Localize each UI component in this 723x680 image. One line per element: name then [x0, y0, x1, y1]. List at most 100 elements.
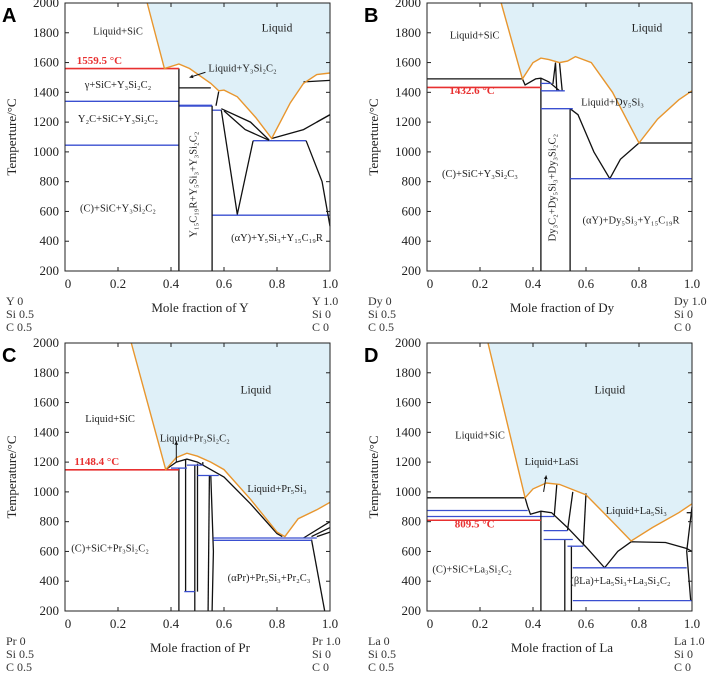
y-tick-label: 200: [402, 263, 422, 278]
composition-right: Si 0: [674, 307, 693, 321]
eutectic-label: 809.5 °C: [455, 519, 495, 531]
arrowhead-icon: [174, 441, 179, 445]
y-tick-label: 800: [40, 514, 60, 529]
x-tick-label: 0.4: [163, 616, 180, 631]
liquid-region: [488, 343, 692, 541]
x-tick-label: 0.6: [578, 276, 595, 291]
x-tick-label: 1.0: [322, 276, 338, 291]
region-label: (αY)+Y₅Si₃+Y₁₅C₁₉R: [231, 233, 323, 244]
region-label: γ+SiC+Y₃Si₂C₂: [84, 80, 152, 91]
phase-boundary: [552, 62, 558, 91]
region-label: (βLa)+La₅Si₃+La₃Si₂C₂: [570, 576, 671, 587]
panel-letter: D: [364, 345, 378, 367]
phase-diagram-c: 1148.4 °C 0 0.2 0.4 0.6 0.8 1.0 200 400 600 800 100…: [2, 335, 341, 674]
region-label: Y₂C+SiC+Y₃Si₂C₂: [78, 114, 159, 125]
composition-right: Si 0: [674, 647, 693, 661]
y-tick-label: 1400: [33, 84, 59, 99]
region-label-liquid: Liquid: [632, 22, 663, 34]
region-label: Dy₃C₂+Dy₅Si₃+Dy₃Si₂C₂: [548, 134, 559, 242]
region-label: Liquid+SiC: [455, 430, 505, 441]
phase-boundary: [165, 458, 283, 538]
phase-boundary: [316, 531, 331, 538]
phase-boundary: [311, 527, 331, 538]
region-label: Y₁₅C₁₉R+Y₅Si₃+Y₃Si₂C₂: [189, 131, 200, 237]
region-label-liquid: Liquid: [240, 385, 271, 397]
composition-right: La 1.0: [674, 634, 705, 648]
composition-right: Si 0: [312, 307, 331, 321]
region-label: (αPr)+Pr₅Si₃+Pr₂C₃: [228, 573, 311, 584]
y-axis-label: Temperature/°C: [366, 436, 381, 519]
region-label: (C)+SiC+Pr₃Si₂C₂: [71, 543, 149, 554]
region-label: (αY)+Dy₅Si₃+Y₁₅C₁₉R: [583, 215, 680, 226]
y-axis-label: Temperture/°C: [4, 98, 19, 175]
y-tick-label: 1800: [33, 25, 59, 40]
composition-right: C 0: [312, 660, 329, 674]
composition-right: Pr 1.0: [312, 634, 341, 648]
phase-boundary: [316, 114, 331, 123]
phase-boundary: [553, 484, 558, 517]
liquid-region: [131, 343, 330, 537]
y-tick-label: 1200: [33, 454, 59, 469]
phase-diagram-a: 1559.5 °C 0 0.2 0.4 0.6 0.8 1.0 200 400 600 800 100…: [2, 0, 338, 334]
region-label: (C)+SiC+Y₃Si₂C₂: [80, 203, 156, 214]
phase-boundary: [223, 110, 270, 141]
y-tick-label: 1800: [395, 25, 421, 40]
region-label: Liquid+LaSi: [525, 457, 579, 468]
x-tick-label: 0: [427, 616, 434, 631]
arrowhead-icon: [543, 475, 548, 480]
x-tick-label: 0.4: [525, 276, 542, 291]
panel-letter: C: [2, 345, 16, 367]
x-tick-label: 0.4: [163, 276, 180, 291]
plot-frame: [426, 2, 693, 272]
x-axis-label: Mole fraction of Pr: [150, 640, 251, 655]
y-tick-label: 1400: [395, 424, 421, 439]
composition-left: Si 0.5: [6, 307, 34, 321]
composition-right: Y 1.0: [312, 294, 338, 308]
y-tick-label: 2000: [33, 0, 59, 10]
eutectic-label: 1148.4 °C: [74, 456, 119, 468]
phase-boundary: [569, 108, 640, 181]
region-label-liquid: Liquid: [595, 385, 626, 397]
region-label: Liquid+Y₃Si₂C₂: [208, 63, 277, 74]
phase-boundary: [207, 475, 211, 612]
phase-boundary: [220, 110, 254, 215]
x-tick-label: 0.2: [472, 616, 488, 631]
y-tick-label: 1600: [33, 395, 59, 410]
panel-b-dy-si-c: 1432.6 °C 0 0.2 0.4 0.6 0.8 1.0 200 400 600 800 100…: [362, 0, 723, 340]
y-tick-label: 2000: [33, 335, 59, 350]
y-tick-label: 200: [402, 603, 422, 618]
phase-diagram-b: 1432.6 °C 0 0.2 0.4 0.6 0.8 1.0 200 400 600 800 100…: [364, 0, 707, 334]
plot-frame: [64, 342, 331, 612]
x-tick-label: 0.6: [578, 616, 595, 631]
x-tick-label: 0.8: [631, 276, 647, 291]
phase-boundary: [221, 108, 270, 141]
x-axis-label: Mole fraction of La: [511, 640, 613, 655]
y-axis-label: Temperature/°C: [4, 436, 19, 519]
y-tick-label: 1600: [395, 55, 421, 70]
y-tick-label: 1400: [33, 424, 59, 439]
y-tick-label: 1400: [395, 84, 421, 99]
composition-right: C 0: [674, 320, 691, 334]
composition-right: C 0: [312, 320, 329, 334]
phase-boundary: [303, 521, 331, 539]
region-label-liquid: Liquid: [262, 22, 293, 34]
y-tick-label: 1600: [33, 55, 59, 70]
x-tick-label: 0: [65, 276, 72, 291]
liquidus-curve: [500, 2, 693, 145]
y-tick-label: 2000: [395, 335, 421, 350]
composition-left: Y 0: [6, 294, 23, 308]
region-label: Liquid+Pr₅Si₃: [247, 484, 307, 495]
phase-boundary: [210, 475, 215, 612]
phase-boundary: [303, 79, 331, 83]
y-tick-label: 1800: [395, 365, 421, 380]
y-tick-label: 1000: [395, 144, 421, 159]
liquidus-curve: [146, 2, 331, 140]
x-axis-label: Mole fraction of Dy: [510, 300, 615, 315]
x-tick-label: 0.2: [472, 276, 488, 291]
phase-boundary: [686, 506, 693, 601]
region-label: Liquid+Dy₅Si₃: [581, 98, 644, 109]
x-tick-label: 0.4: [525, 616, 542, 631]
y-tick-label: 1800: [33, 365, 59, 380]
eutectic-label: 1432.6 °C: [449, 85, 494, 97]
y-tick-label: 600: [40, 203, 60, 218]
